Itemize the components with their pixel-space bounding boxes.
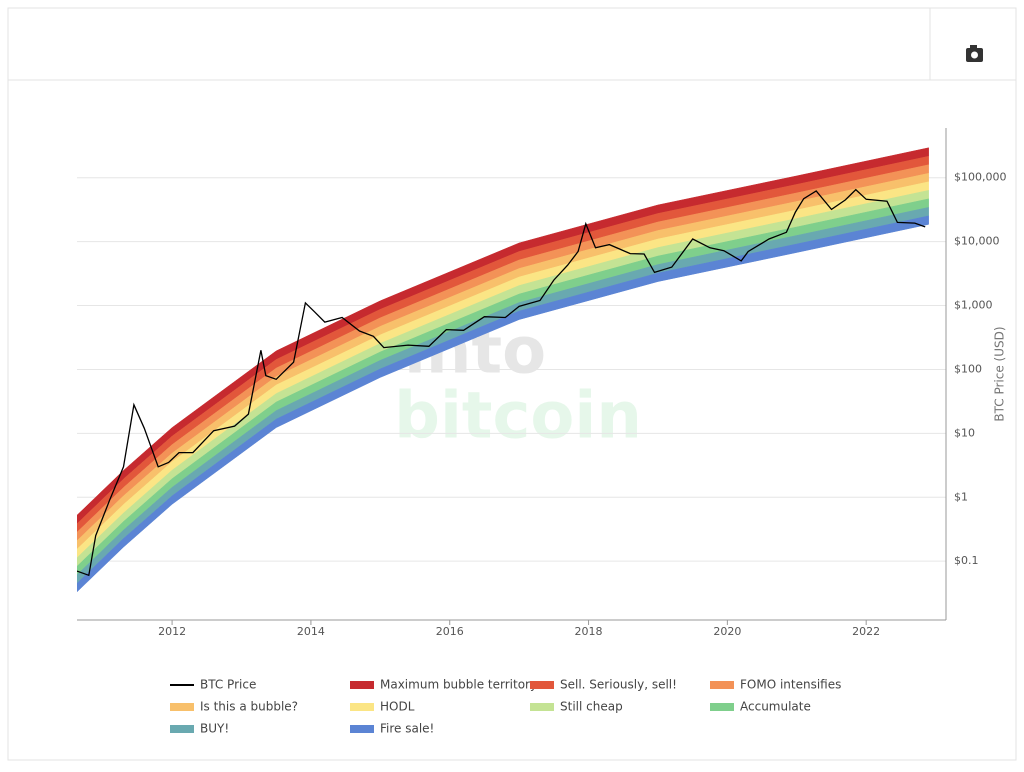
legend-swatch xyxy=(530,703,554,711)
camera-icon xyxy=(970,45,977,49)
legend-label: Is this a bubble? xyxy=(200,700,298,714)
legend-item[interactable]: Maximum bubble territory xyxy=(350,678,537,692)
legend-swatch xyxy=(710,681,734,689)
legend-label: Maximum bubble territory xyxy=(380,678,537,692)
legend-item[interactable]: FOMO intensifies xyxy=(710,678,841,692)
bands xyxy=(77,147,929,593)
legend-swatch xyxy=(170,703,194,711)
y-tick-label: $100,000 xyxy=(954,171,1007,184)
legend-swatch xyxy=(350,725,374,733)
x-tick-label: 2012 xyxy=(158,625,186,638)
legend-label: Still cheap xyxy=(560,700,623,714)
frame xyxy=(7,7,1017,761)
legend-item[interactable]: HODL xyxy=(350,700,415,714)
watermark: bitcoin xyxy=(394,380,642,454)
price-line xyxy=(77,188,926,577)
legend-item[interactable]: BTC Price xyxy=(170,678,256,692)
legend-label: Accumulate xyxy=(740,700,811,714)
legend-label: Sell. Seriously, sell! xyxy=(560,678,677,692)
camera-icon xyxy=(971,51,978,59)
x-tick-label: 2016 xyxy=(436,625,464,638)
legend-swatch xyxy=(170,725,194,733)
y-axis-title: BTC Price (USD) xyxy=(993,326,1007,421)
y-tick-label: $0.1 xyxy=(954,554,979,567)
legend-item[interactable]: Accumulate xyxy=(710,700,811,714)
legend-swatch xyxy=(710,703,734,711)
x-tick-label: 2020 xyxy=(713,625,741,638)
x-tick-label: 2014 xyxy=(297,625,325,638)
rainbow-band xyxy=(77,215,929,593)
y-tick-label: $10 xyxy=(954,426,975,439)
y-tick-label: $100 xyxy=(954,362,982,375)
legend-item[interactable]: Fire sale! xyxy=(350,722,434,736)
camera-button[interactable] xyxy=(966,45,983,62)
legend-item[interactable]: Sell. Seriously, sell! xyxy=(530,678,677,692)
legend-swatch xyxy=(350,703,374,711)
x-tick-label: 2022 xyxy=(852,625,880,638)
y-tick-label: $1 xyxy=(954,490,968,503)
legend-swatch xyxy=(350,681,374,689)
legend-item[interactable]: Still cheap xyxy=(530,700,623,714)
legend-label: HODL xyxy=(380,700,415,714)
legend-label: BTC Price xyxy=(200,678,256,692)
y-tick-label: $10,000 xyxy=(954,235,1000,248)
legend-label: Fire sale! xyxy=(380,722,434,736)
y-tick-label: $1,000 xyxy=(954,299,993,312)
legend-label: FOMO intensifies xyxy=(740,678,841,692)
legend-label: BUY! xyxy=(200,722,229,736)
legend-swatch xyxy=(530,681,554,689)
legend-item[interactable]: BUY! xyxy=(170,722,229,736)
x-tick-label: 2018 xyxy=(575,625,603,638)
legend-item[interactable]: Is this a bubble? xyxy=(170,700,298,714)
